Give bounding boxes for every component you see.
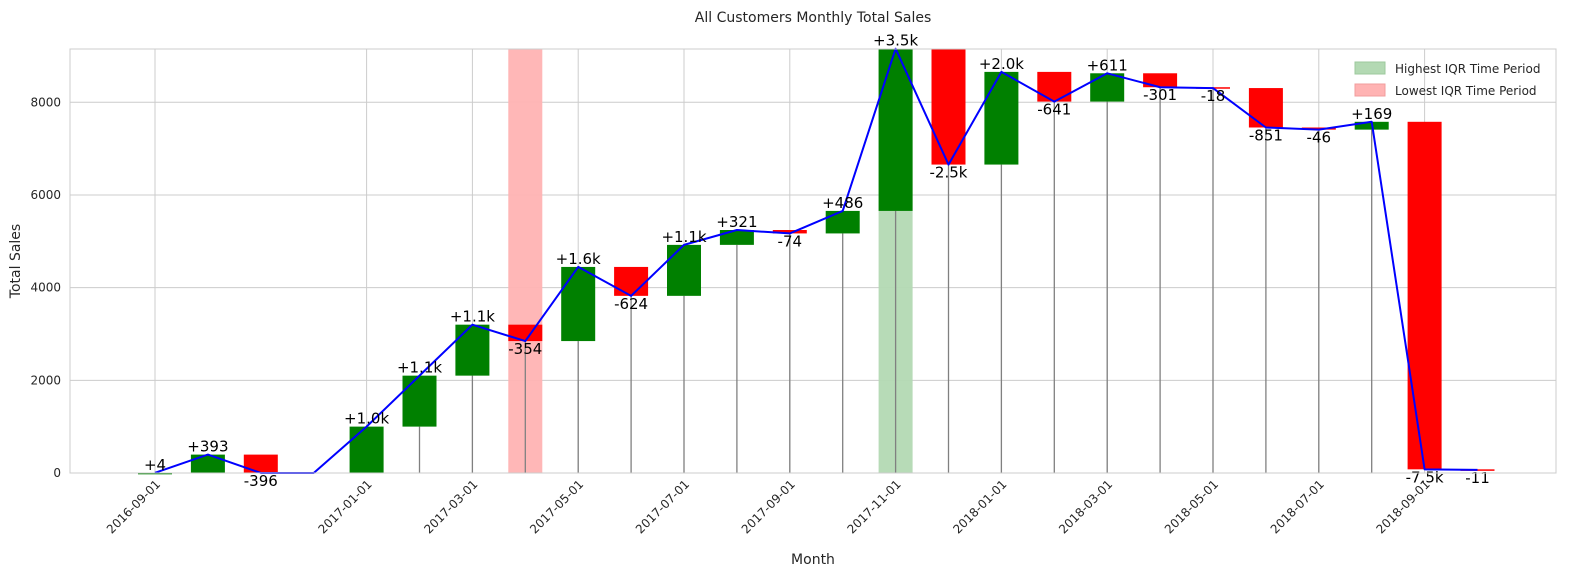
waterfall-bar bbox=[349, 426, 384, 473]
waterfall-bar bbox=[825, 210, 860, 234]
data-label: +4 bbox=[144, 456, 166, 474]
legend-label-highest: Highest IQR Time Period bbox=[1395, 62, 1540, 76]
waterfall-bar bbox=[1407, 121, 1442, 470]
y-tick-label: 2000 bbox=[30, 373, 61, 387]
waterfall-bar bbox=[1090, 73, 1125, 102]
data-label: +1.0k bbox=[344, 410, 389, 428]
data-label: +1.1k bbox=[661, 228, 706, 246]
data-label: -301 bbox=[1143, 86, 1177, 104]
stems bbox=[365, 87, 1373, 473]
x-tick-label: 2017-09-01 bbox=[739, 477, 798, 536]
data-label: +486 bbox=[822, 194, 863, 212]
data-label: -46 bbox=[1307, 129, 1332, 147]
x-tick-label: 2017-05-01 bbox=[527, 477, 586, 536]
y-tick-label: 4000 bbox=[30, 281, 61, 295]
legend: Highest IQR Time Period Lowest IQR Time … bbox=[1354, 61, 1540, 98]
y-tick-label: 6000 bbox=[30, 188, 61, 202]
data-label: -2.5k bbox=[930, 164, 968, 182]
waterfall-bar bbox=[190, 454, 225, 473]
data-label: +1.1k bbox=[450, 308, 495, 326]
data-label: +1.1k bbox=[397, 359, 442, 377]
data-label: -641 bbox=[1037, 101, 1071, 119]
waterfall-bar bbox=[1143, 73, 1178, 88]
data-label: -18 bbox=[1201, 87, 1226, 105]
waterfall-bar bbox=[772, 229, 807, 234]
legend-label-lowest: Lowest IQR Time Period bbox=[1395, 84, 1537, 98]
waterfall-bar bbox=[614, 266, 649, 296]
bars bbox=[138, 49, 1495, 475]
legend-swatch-highest bbox=[1354, 61, 1386, 75]
waterfall-bar bbox=[1301, 127, 1336, 130]
waterfall-bar bbox=[402, 375, 437, 427]
plot-frame bbox=[69, 48, 1557, 474]
x-tick-label: 2017-03-01 bbox=[421, 477, 480, 536]
waterfall-bar bbox=[243, 454, 278, 473]
x-tick-label: 2018-01-01 bbox=[950, 477, 1009, 536]
waterfall-bar bbox=[878, 49, 913, 211]
waterfall-bar bbox=[1460, 469, 1495, 471]
y-tick-label: 8000 bbox=[30, 95, 61, 109]
plot-background bbox=[70, 49, 1556, 473]
x-tick-label: 2017-07-01 bbox=[633, 477, 692, 536]
y-tick-label: 0 bbox=[53, 466, 61, 480]
data-label: -11 bbox=[1465, 469, 1490, 487]
waterfall-bar bbox=[455, 324, 490, 376]
data-label: -354 bbox=[508, 340, 542, 358]
total-sales-line bbox=[154, 47, 1478, 474]
data-label: -624 bbox=[614, 295, 648, 313]
data-label: +1.6k bbox=[556, 250, 601, 268]
data-label: +393 bbox=[187, 438, 228, 456]
x-tick-label: 2018-05-01 bbox=[1162, 477, 1221, 536]
data-label: +2.0k bbox=[979, 55, 1024, 73]
data-label: +611 bbox=[1087, 56, 1128, 74]
waterfall-bar bbox=[1037, 71, 1072, 102]
x-axis-title: Month bbox=[791, 552, 835, 568]
waterfall-bar bbox=[561, 266, 596, 342]
x-tick-label: 2018-03-01 bbox=[1056, 477, 1115, 536]
x-axis-ticks: 2016-09-01 2017-01-01 2017-03-01 2017-05-01… bbox=[104, 477, 1433, 536]
waterfall-bar bbox=[667, 244, 701, 296]
waterfall-bar bbox=[1248, 88, 1283, 128]
y-axis-title: Total Sales bbox=[8, 224, 24, 299]
y-axis-ticks: 0 2000 4000 6000 8000 bbox=[30, 95, 61, 480]
x-tick-label: 2018-07-01 bbox=[1268, 477, 1327, 536]
legend-swatch-lowest bbox=[1354, 83, 1386, 97]
total-line bbox=[154, 47, 1478, 474]
data-label: +169 bbox=[1351, 105, 1392, 123]
x-tick-label: 2018-09-01 bbox=[1374, 477, 1433, 536]
data-label: +3.5k bbox=[873, 32, 918, 50]
data-label: +321 bbox=[716, 213, 757, 231]
chart-title: All Customers Monthly Total Sales bbox=[695, 10, 931, 26]
data-label: -74 bbox=[778, 232, 803, 250]
waterfall-bar bbox=[138, 472, 172, 475]
waterfall-bar bbox=[984, 71, 1019, 165]
x-tick-label: 2016-09-01 bbox=[104, 477, 163, 536]
data-label: -396 bbox=[244, 472, 278, 490]
data-label: -851 bbox=[1249, 126, 1283, 144]
x-tick-label: 2017-01-01 bbox=[316, 477, 375, 536]
waterfall-bar bbox=[931, 49, 966, 165]
waterfall-bar bbox=[719, 229, 754, 245]
x-tick-label: 2017-11-01 bbox=[845, 477, 904, 536]
waterfall-bar bbox=[508, 324, 543, 342]
